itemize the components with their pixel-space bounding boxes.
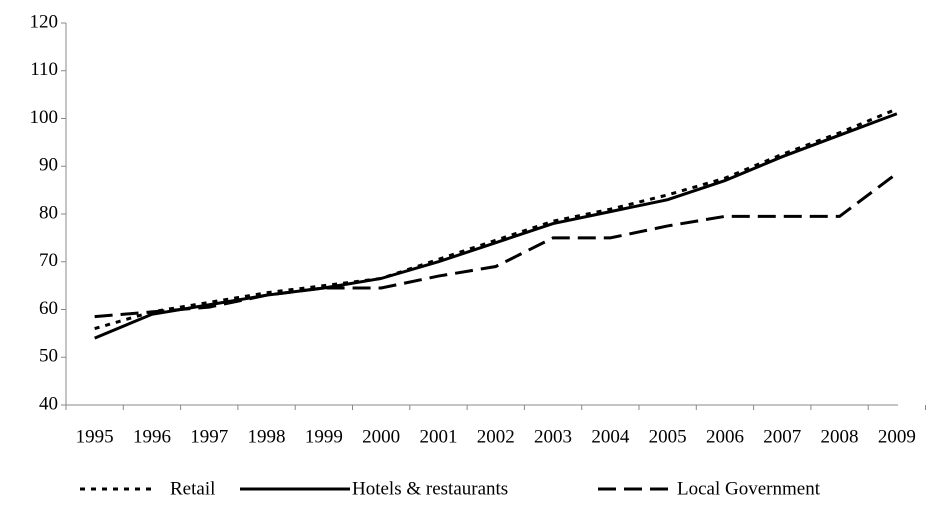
y-tick-label: 40 bbox=[39, 393, 58, 414]
x-tick-label: 2007 bbox=[763, 426, 801, 447]
x-tick-label: 1995 bbox=[76, 426, 114, 447]
x-tick-label: 2005 bbox=[649, 426, 687, 447]
x-tick-label: 1999 bbox=[305, 426, 343, 447]
y-tick-label: 50 bbox=[39, 346, 58, 367]
y-tick-label: 60 bbox=[39, 298, 58, 319]
x-tick-label: 2006 bbox=[706, 426, 744, 447]
x-tick-label: 2001 bbox=[419, 426, 457, 447]
series-line bbox=[94, 112, 898, 340]
y-tick-label: 120 bbox=[30, 11, 59, 32]
y-tick-label: 80 bbox=[39, 202, 58, 223]
x-tick-label: 2002 bbox=[477, 426, 515, 447]
x-tick-label: 1996 bbox=[133, 426, 171, 447]
x-tick-label: 2009 bbox=[878, 426, 916, 447]
y-tick-label: 90 bbox=[39, 155, 58, 176]
series-line bbox=[94, 172, 898, 319]
y-tick-label: 100 bbox=[30, 107, 59, 128]
legend-label: Local Government bbox=[677, 478, 821, 499]
x-tick-label: 2004 bbox=[591, 426, 630, 447]
series-line bbox=[94, 107, 898, 331]
x-tick-label: 1997 bbox=[190, 426, 228, 447]
x-tick-label: 2003 bbox=[534, 426, 572, 447]
x-tick-label: 2000 bbox=[362, 426, 400, 447]
y-tick-label: 70 bbox=[39, 250, 58, 271]
legend-label: Retail bbox=[170, 478, 215, 499]
x-tick-label: 2008 bbox=[821, 426, 859, 447]
x-tick-label: 1998 bbox=[248, 426, 286, 447]
y-tick-label: 110 bbox=[30, 59, 58, 80]
legend-label: Hotels & restaurants bbox=[352, 478, 508, 499]
